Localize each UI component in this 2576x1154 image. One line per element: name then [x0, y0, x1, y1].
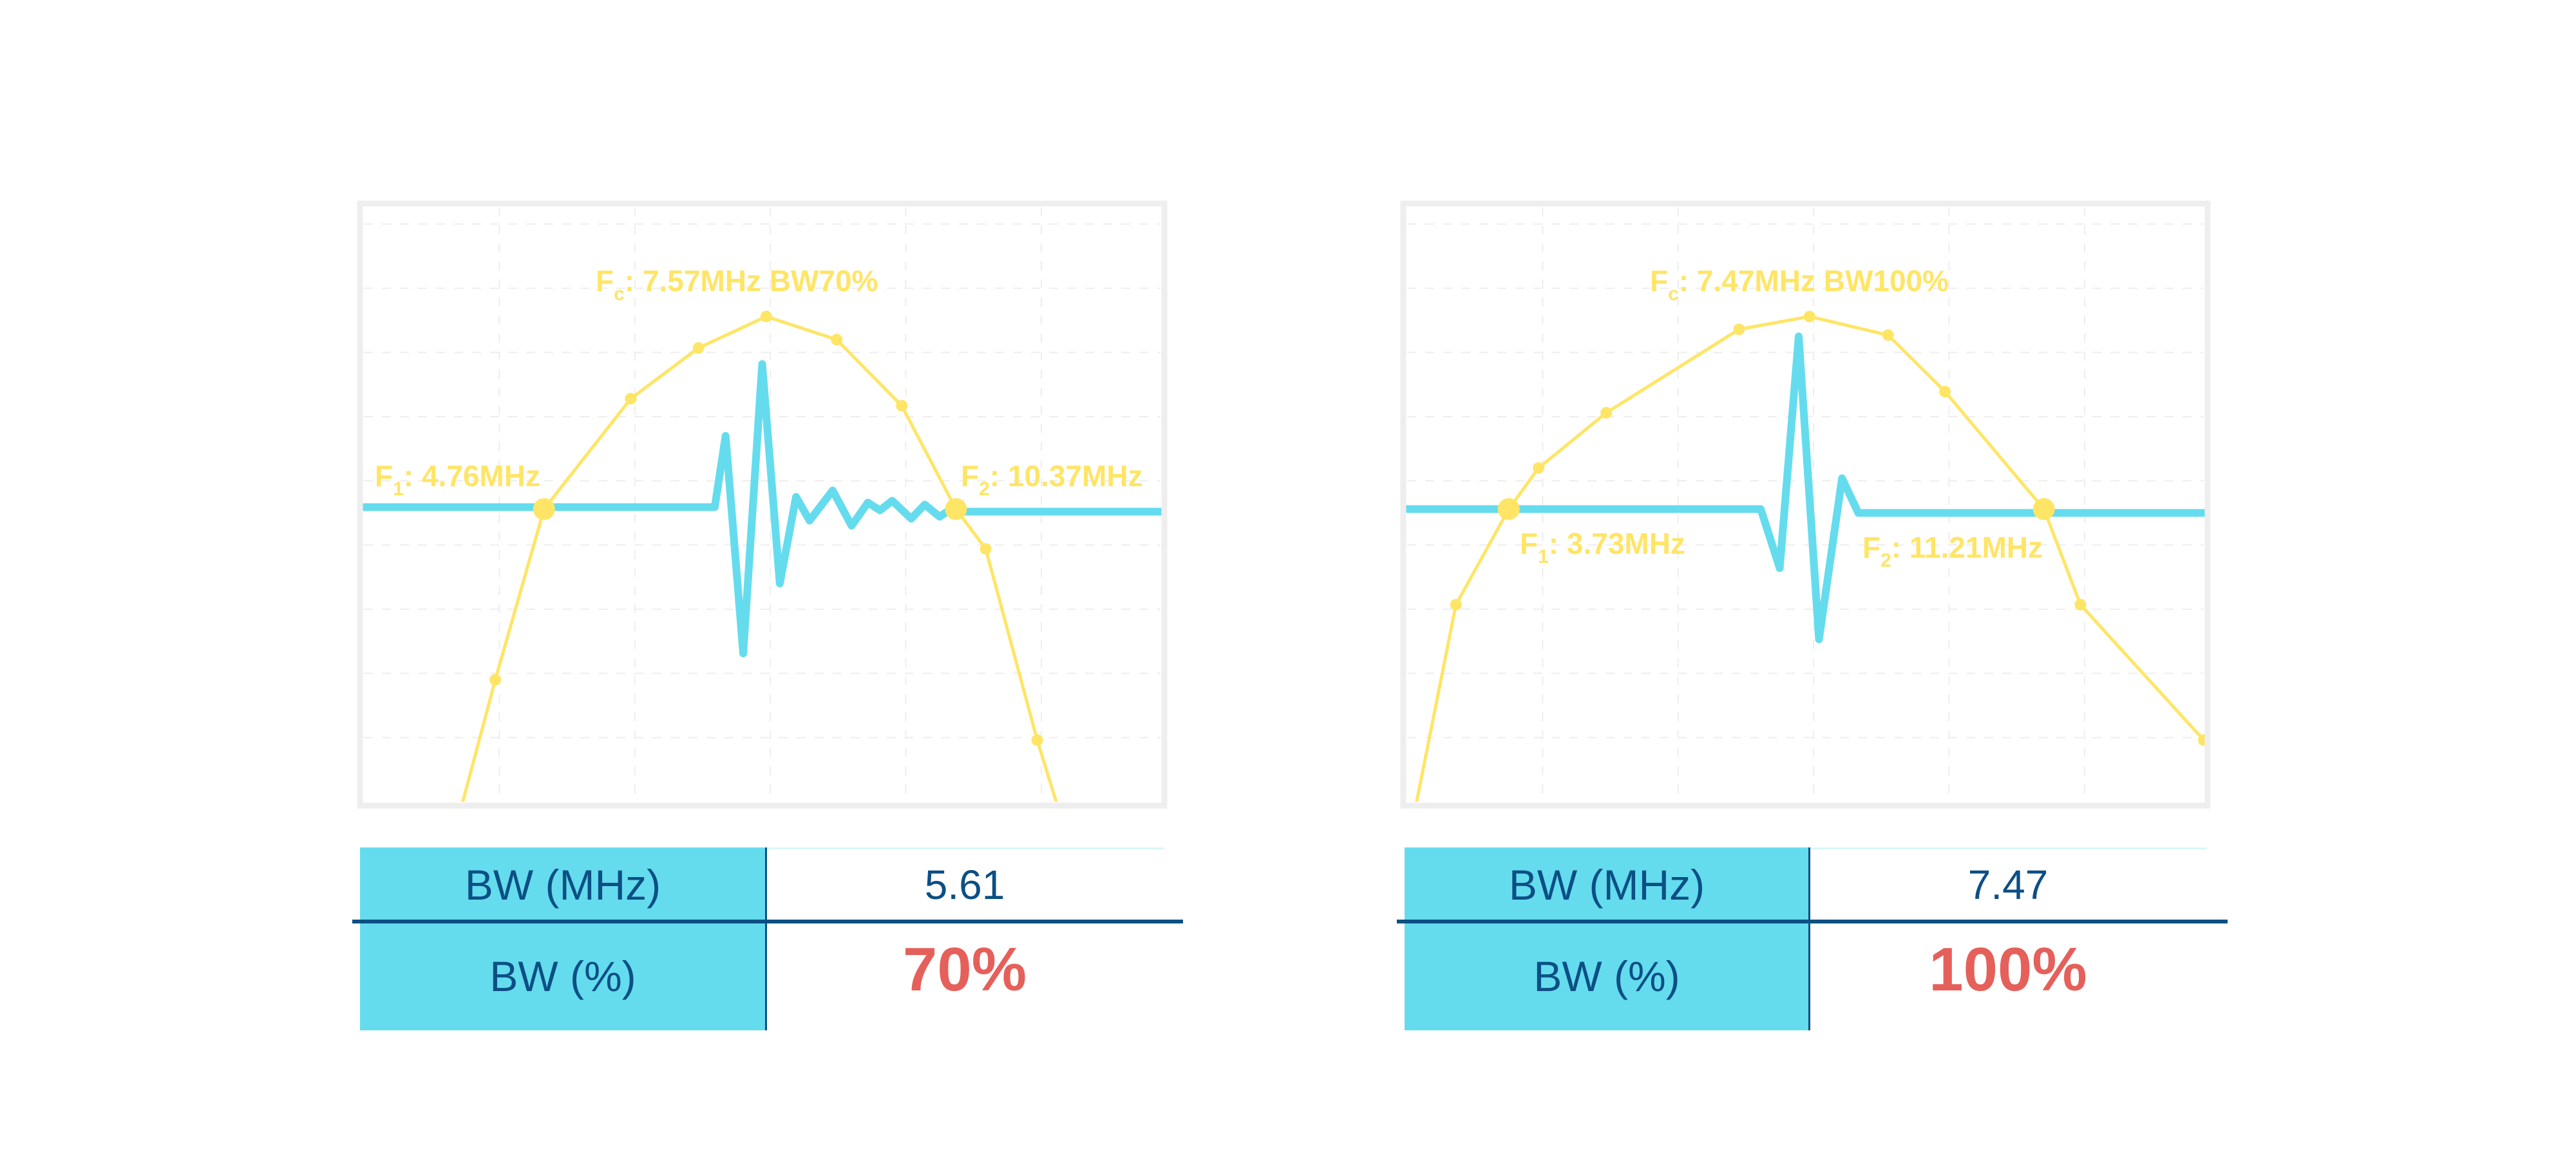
- frequency-spectrum-line: [1415, 314, 2206, 802]
- frequency-spectrum-line: [461, 314, 1058, 802]
- chart-frame: [357, 200, 1168, 809]
- table-top-line: [1809, 847, 2207, 849]
- bw-mhz-header: BW (MHz): [1405, 847, 1809, 922]
- spectrum-data-point: [1733, 323, 1745, 336]
- chart-frame: [1400, 200, 2211, 809]
- bw-percent-value: 100%: [1929, 935, 2087, 1004]
- bw-percent-header: BW (%): [360, 922, 766, 1030]
- f1-label-right: F1: 3.73MHz: [1520, 527, 1685, 567]
- spectrum-data-point: [1031, 734, 1043, 746]
- cutoff-frequency-point: [533, 498, 555, 520]
- spectrum-data-point: [692, 342, 705, 354]
- f2-label-left: F2: 10.37MHz: [961, 459, 1143, 500]
- spectrum-data-point: [1803, 310, 1815, 323]
- f2-label-right: F2: 11.21MHz: [1862, 531, 2043, 571]
- bw-percent-header: BW (%): [1405, 922, 1809, 1030]
- table-divider: [765, 847, 767, 1030]
- chart-left: [357, 200, 1168, 809]
- fc-label-left: Fc: 7.57MHz BW70%: [596, 264, 878, 305]
- signal-waveform-line: [1403, 332, 2208, 643]
- spectrum-data-point: [896, 399, 908, 411]
- spectrum-data-point: [760, 310, 772, 323]
- bw-mhz-value: 5.61: [924, 861, 1005, 908]
- spectrum-data-point: [2074, 598, 2087, 610]
- spectrum-data-point: [1450, 598, 1462, 610]
- spectrum-data-point: [1600, 406, 1613, 419]
- spectrum-data-point: [1533, 462, 1545, 474]
- spectrum-data-point: [1882, 329, 1894, 341]
- table-row-divider: [1397, 920, 2228, 923]
- cutoff-frequency-point: [2032, 498, 2055, 520]
- table-divider: [1808, 847, 1810, 1030]
- chart-right: [1400, 200, 2211, 809]
- f1-label-left: F1: 4.76MHz: [375, 459, 540, 500]
- spectrum-data-point: [980, 543, 992, 555]
- bw-mhz-value: 7.47: [1967, 861, 2049, 908]
- table-top-line: [766, 847, 1164, 849]
- spectrum-data-point: [1939, 386, 1951, 398]
- cutoff-frequency-point: [945, 498, 967, 520]
- bw-mhz-header: BW (MHz): [360, 847, 766, 922]
- spectrum-data-point: [625, 393, 637, 405]
- spectrum-data-point: [831, 334, 843, 346]
- spectrum-data-point: [489, 674, 502, 686]
- table-row-divider: [352, 920, 1183, 923]
- bw-percent-value: 70%: [902, 935, 1027, 1004]
- cutoff-frequency-point: [1497, 498, 1520, 520]
- signal-waveform-line: [360, 360, 1164, 657]
- fc-label-right: Fc: 7.47MHz BW100%: [1650, 264, 1949, 305]
